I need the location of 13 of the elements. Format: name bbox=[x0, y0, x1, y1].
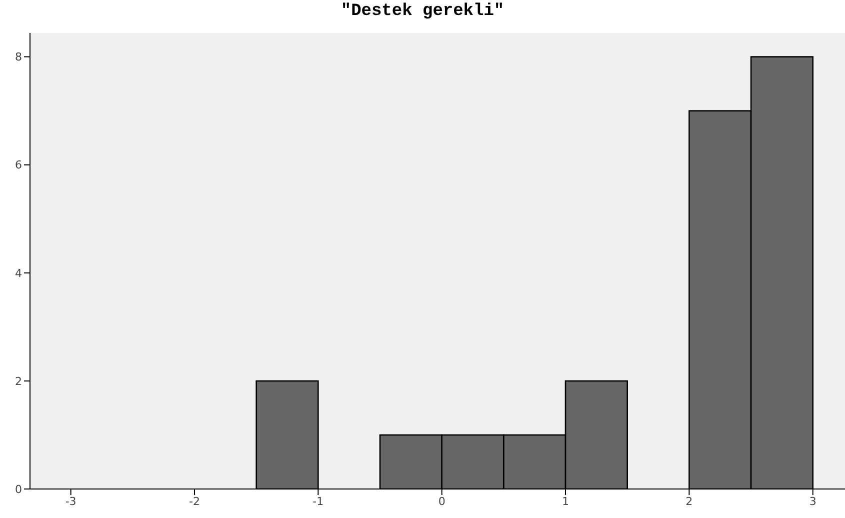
x-tick-label: -2 bbox=[189, 494, 200, 508]
y-tick-label: 6 bbox=[15, 158, 22, 172]
x-tick-label: 3 bbox=[809, 494, 816, 508]
y-tick-label: 8 bbox=[15, 50, 22, 64]
x-tick-label: 0 bbox=[438, 494, 446, 508]
x-tick-label: 2 bbox=[686, 494, 693, 508]
y-tick-label: 4 bbox=[15, 266, 22, 280]
chart-title: "Destek gerekli" bbox=[340, 2, 506, 21]
y-tick-label: 0 bbox=[15, 482, 22, 496]
x-tick-label: 1 bbox=[562, 494, 569, 508]
y-tick-label: 2 bbox=[15, 374, 22, 388]
x-tick-label: -3 bbox=[65, 494, 76, 508]
x-tick-label: -1 bbox=[312, 494, 324, 508]
